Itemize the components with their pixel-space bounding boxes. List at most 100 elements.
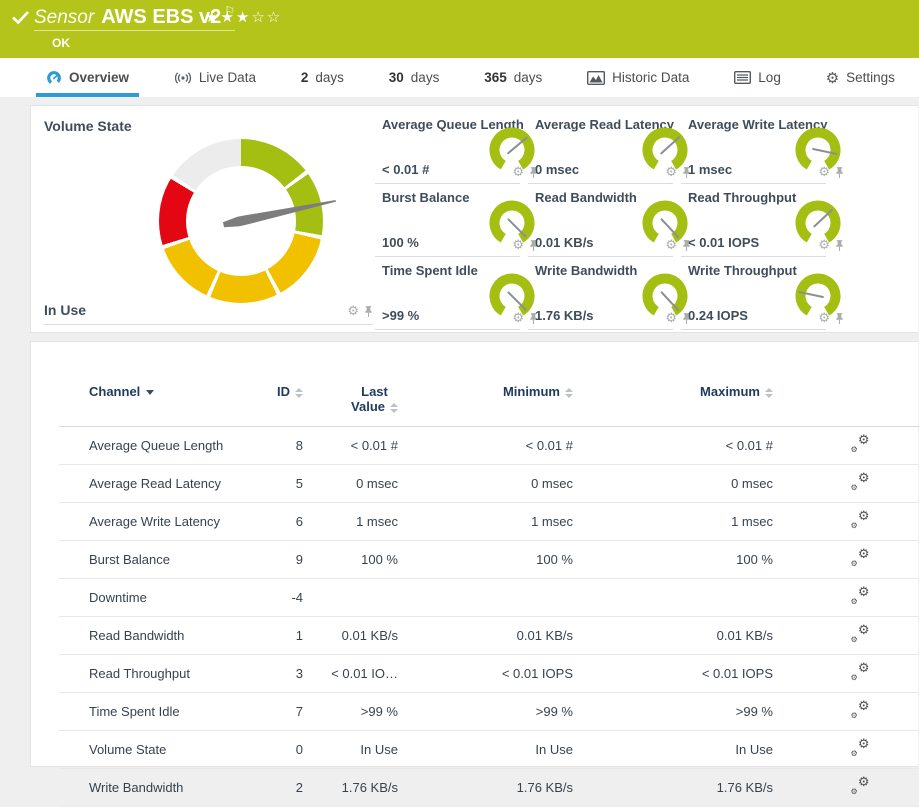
volume-gauge-value: In Use [44, 302, 87, 318]
channel-name-cell[interactable]: Average Queue Length [59, 426, 259, 465]
channel-name-cell[interactable]: Write Bandwidth [59, 768, 259, 807]
channel-row[interactable]: Read Throughput 3 < 0.01 IO… < 0.01 IOPS… [59, 654, 919, 693]
column-header-maximum[interactable]: Maximum [573, 374, 773, 427]
channel-row[interactable]: Volume State 0 In Use In Use In Use ⚙ ⚙ [59, 730, 919, 769]
gauge-title: Average Write Latency [688, 117, 828, 132]
channel-settings-icon[interactable]: ⚙ ⚙ [850, 547, 870, 568]
column-header-id[interactable]: ID [259, 374, 303, 427]
gauge-settings-gear-icon[interactable]: ⚙ [512, 238, 524, 253]
tab-historic-data[interactable]: Historic Data [577, 58, 699, 97]
pin-icon[interactable] [835, 312, 844, 325]
tab-live-data[interactable]: Live Data [164, 58, 266, 97]
channel-row[interactable]: Burst Balance 9 100 % 100 % 100 % ⚙ ⚙ [59, 540, 919, 579]
channel-row[interactable]: Read Bandwidth 1 0.01 KB/s 0.01 KB/s 0.0… [59, 616, 919, 655]
gauge-title: Average Queue Length [382, 117, 524, 132]
channel-settings-icon[interactable]: ⚙ ⚙ [850, 699, 870, 720]
channel-row[interactable]: Write Bandwidth 2 1.76 KB/s 1.76 KB/s 1.… [59, 768, 919, 807]
channel-last-value-cell: 0 msec [303, 464, 398, 503]
channel-minimum-cell: 100 % [398, 540, 573, 579]
gauge-settings-gear-icon[interactable]: ⚙ [347, 304, 359, 319]
channel-maximum-cell: 0 msec [573, 464, 773, 503]
channel-maximum-cell: 1 msec [573, 502, 773, 541]
gauge-value: 1 msec [688, 162, 733, 177]
pin-icon[interactable] [529, 239, 538, 252]
pin-icon[interactable] [835, 166, 844, 179]
column-header-settings [773, 374, 919, 427]
gauge-settings-gear-icon[interactable]: ⚙ [512, 165, 524, 180]
pin-icon[interactable] [682, 312, 691, 325]
gauge-arc [795, 200, 841, 246]
gauge-settings-gear-icon[interactable]: ⚙ [665, 311, 677, 326]
column-header-channel[interactable]: Channel [59, 374, 259, 427]
channel-settings-icon[interactable]: ⚙ ⚙ [850, 433, 870, 454]
channel-settings-icon[interactable]: ⚙ ⚙ [850, 509, 870, 530]
channel-last-value-cell: In Use [303, 730, 398, 769]
tab-2-days[interactable]: 2 days [300, 70, 344, 85]
table-header-row: Channel ID Last Value Minimum Maximum [59, 374, 919, 427]
column-header-last-value[interactable]: Last Value [303, 374, 398, 427]
gauge-settings-gear-icon[interactable]: ⚙ [512, 311, 524, 326]
pin-icon[interactable] [682, 166, 691, 179]
gauge-settings-gear-icon[interactable]: ⚙ [818, 238, 830, 253]
channel-name-cell[interactable]: Burst Balance [59, 540, 259, 579]
tab-overview[interactable]: Overview [36, 58, 140, 97]
channel-name-cell[interactable]: Average Read Latency [59, 464, 259, 503]
broadcast-icon [174, 71, 191, 84]
gear-icon: ⚙ [825, 68, 840, 87]
gauge-arc [642, 127, 688, 173]
channel-last-value-cell: < 0.01 # [303, 426, 398, 465]
tab-365-days[interactable]: 365 days [484, 70, 543, 85]
gauge-arc [489, 273, 535, 319]
priority-stars[interactable]: ★★★☆☆ [205, 9, 283, 26]
channel-row[interactable]: Average Write Latency 6 1 msec 1 msec 1 … [59, 502, 919, 541]
channel-id-cell: 9 [259, 540, 303, 579]
channel-settings-icon[interactable]: ⚙ ⚙ [850, 737, 870, 758]
channel-settings-icon[interactable]: ⚙ ⚙ [850, 471, 870, 492]
flag-icon[interactable]: ⚐ [224, 4, 236, 18]
channel-settings-icon[interactable]: ⚙ ⚙ [850, 585, 870, 606]
gauge-arc [642, 273, 688, 319]
tab-log[interactable]: Log [724, 58, 791, 97]
pin-icon[interactable] [529, 312, 538, 325]
mini-gauge [488, 199, 536, 247]
gauge-settings-gear-icon[interactable]: ⚙ [818, 165, 830, 180]
channel-name-cell[interactable]: Volume State [59, 730, 259, 769]
channel-row[interactable]: Average Read Latency 5 0 msec 0 msec 0 m… [59, 464, 919, 503]
channel-row[interactable]: Time Spent Idle 7 >99 % >99 % >99 % ⚙ ⚙ [59, 692, 919, 731]
channel-maximum-cell: 1.76 KB/s [573, 768, 773, 807]
gauge-settings-gear-icon[interactable]: ⚙ [818, 311, 830, 326]
channel-settings-icon[interactable]: ⚙ ⚙ [850, 623, 870, 644]
tab-settings[interactable]: ⚙ Settings [825, 68, 895, 87]
pin-icon[interactable] [835, 239, 844, 252]
channel-row[interactable]: Downtime -4 ⚙ ⚙ [59, 578, 919, 617]
tab-bar: Overview Live Data 2 days 30 days 365 days … [0, 58, 919, 97]
gauge-arc [489, 127, 535, 173]
gauge-title: Read Bandwidth [535, 190, 637, 205]
pin-icon[interactable] [364, 305, 373, 318]
column-header-minimum[interactable]: Minimum [398, 374, 573, 427]
channel-settings-icon[interactable]: ⚙ ⚙ [850, 775, 870, 796]
mini-gauge-cell: Read Throughput < 0.01 IOPS ⚙ [679, 184, 843, 257]
channel-name-cell[interactable]: Downtime [59, 578, 259, 617]
channel-id-cell: 2 [259, 768, 303, 807]
mini-gauge [794, 272, 842, 320]
channels-table: Channel ID Last Value Minimum Maximum [59, 374, 919, 807]
gauge-settings-gear-icon[interactable]: ⚙ [665, 238, 677, 253]
tab-30-days[interactable]: 30 days [388, 70, 440, 85]
channel-settings-icon[interactable]: ⚙ ⚙ [850, 661, 870, 682]
channel-minimum-cell: In Use [398, 730, 573, 769]
gauge-arc [489, 200, 535, 246]
pin-icon[interactable] [682, 239, 691, 252]
channel-name-cell[interactable]: Read Throughput [59, 654, 259, 693]
channel-name-cell[interactable]: Time Spent Idle [59, 692, 259, 731]
area-chart-icon [587, 70, 606, 85]
channel-maximum-cell: 100 % [573, 540, 773, 579]
channel-row[interactable]: Average Queue Length 8 < 0.01 # < 0.01 #… [59, 426, 919, 465]
gauge-value: < 0.01 # [382, 162, 430, 177]
gauge-title: Read Throughput [688, 190, 797, 205]
pin-icon[interactable] [529, 166, 538, 179]
gauge-settings-gear-icon[interactable]: ⚙ [665, 165, 677, 180]
channel-name-cell[interactable]: Read Bandwidth [59, 616, 259, 655]
channel-name-cell[interactable]: Average Write Latency [59, 502, 259, 541]
